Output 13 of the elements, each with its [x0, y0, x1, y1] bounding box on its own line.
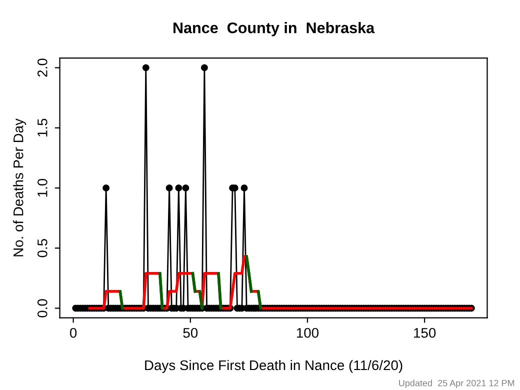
y-tick-label: 0.5: [37, 239, 48, 258]
x-tick-label: 50: [183, 328, 198, 338]
x-tick-label: 100: [296, 328, 319, 338]
text: Updated 25 Apr 2021 12 PM: [399, 380, 514, 388]
y-tick-label: 0.0: [37, 299, 48, 318]
y-axis-title: No. of Deaths Per Day: [13, 118, 26, 256]
chart-title: Nance County in Nebraska: [174, 22, 375, 36]
y-tick-label: 1.0: [37, 178, 48, 197]
y-tick-label: 2.0: [37, 58, 48, 77]
x-axis-title: Days Since First Death in Nance (11/6/20): [145, 360, 402, 373]
x-tick-label: 0: [70, 328, 77, 338]
x-tick-label: 150: [414, 328, 436, 338]
y-tick-label: 1.5: [38, 118, 48, 136]
